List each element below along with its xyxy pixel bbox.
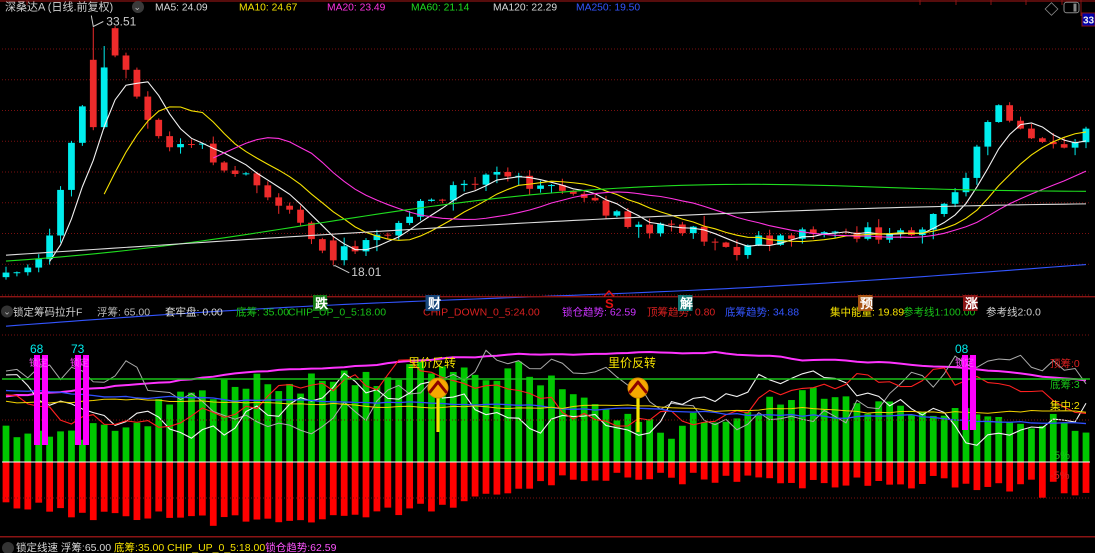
svg-text:浮筹: 65.00: 浮筹: 65.00 bbox=[97, 306, 150, 319]
svg-text:跌: 跌 bbox=[315, 296, 329, 311]
svg-text:-5%: -5% bbox=[1050, 470, 1070, 482]
svg-text:CHIP_UP_0_5:18.00: CHIP_UP_0_5:18.00 bbox=[288, 307, 386, 319]
svg-text:财: 财 bbox=[428, 296, 441, 311]
svg-text:5%: 5% bbox=[1054, 450, 1070, 462]
svg-text:集中:2: 集中:2 bbox=[1050, 399, 1080, 412]
svg-text:涨: 涨 bbox=[964, 296, 978, 311]
svg-text:73: 73 bbox=[71, 342, 85, 356]
svg-text:18.01: 18.01 bbox=[351, 265, 381, 279]
svg-text:⌄: ⌄ bbox=[3, 307, 11, 317]
svg-text:⌄: ⌄ bbox=[134, 2, 142, 12]
svg-text:锁定: 锁定 bbox=[29, 357, 49, 369]
svg-text:MA5: 24.09: MA5: 24.09 bbox=[155, 3, 208, 14]
svg-text:68: 68 bbox=[30, 342, 44, 356]
svg-text:顶筹:0: 顶筹:0 bbox=[1050, 357, 1080, 370]
svg-text:08: 08 bbox=[955, 342, 969, 356]
svg-text:套牢盘: 0.00: 套牢盘: 0.00 bbox=[165, 306, 223, 319]
svg-text:33.51: 33.51 bbox=[106, 15, 136, 29]
svg-text:预: 预 bbox=[860, 296, 873, 311]
svg-text:底筹: 35.00: 底筹: 35.00 bbox=[236, 306, 289, 319]
svg-text:底筹:3: 底筹:3 bbox=[1050, 378, 1080, 391]
svg-text:锁定: 锁定 bbox=[955, 357, 975, 369]
svg-text:锁定线速 浮筹:65.00 底筹:35.00 CHIP_UP: 锁定线速 浮筹:65.00 底筹:35.00 CHIP_UP_0_5:18.00… bbox=[16, 541, 337, 553]
svg-text:里价反转: 里价反转 bbox=[408, 355, 456, 370]
svg-text:锁定筹码拉升F: 锁定筹码拉升F bbox=[13, 306, 82, 319]
svg-text:锁仓趋势: 62.59: 锁仓趋势: 62.59 bbox=[562, 306, 636, 319]
svg-text:解: 解 bbox=[679, 296, 693, 311]
svg-text:MA20: 23.49: MA20: 23.49 bbox=[327, 3, 386, 14]
svg-text:深桑达A (日线.前复权): 深桑达A (日线.前复权) bbox=[5, 0, 113, 14]
svg-text:锁定: 锁定 bbox=[70, 357, 90, 369]
svg-text:MA250: 19.50: MA250: 19.50 bbox=[576, 3, 640, 14]
svg-text:S: S bbox=[605, 296, 614, 311]
svg-text:里价反转: 里价反转 bbox=[608, 355, 656, 370]
svg-text:参考线2:0.0: 参考线2:0.0 bbox=[986, 306, 1041, 319]
svg-text:33: 33 bbox=[1083, 16, 1095, 27]
svg-text:MA120: 22.29: MA120: 22.29 bbox=[493, 3, 557, 14]
svg-text:底筹趋势: 34.88: 底筹趋势: 34.88 bbox=[725, 306, 799, 319]
svg-text:MA60: 21.14: MA60: 21.14 bbox=[411, 3, 470, 14]
svg-text:MA10: 24.67: MA10: 24.67 bbox=[239, 3, 298, 14]
